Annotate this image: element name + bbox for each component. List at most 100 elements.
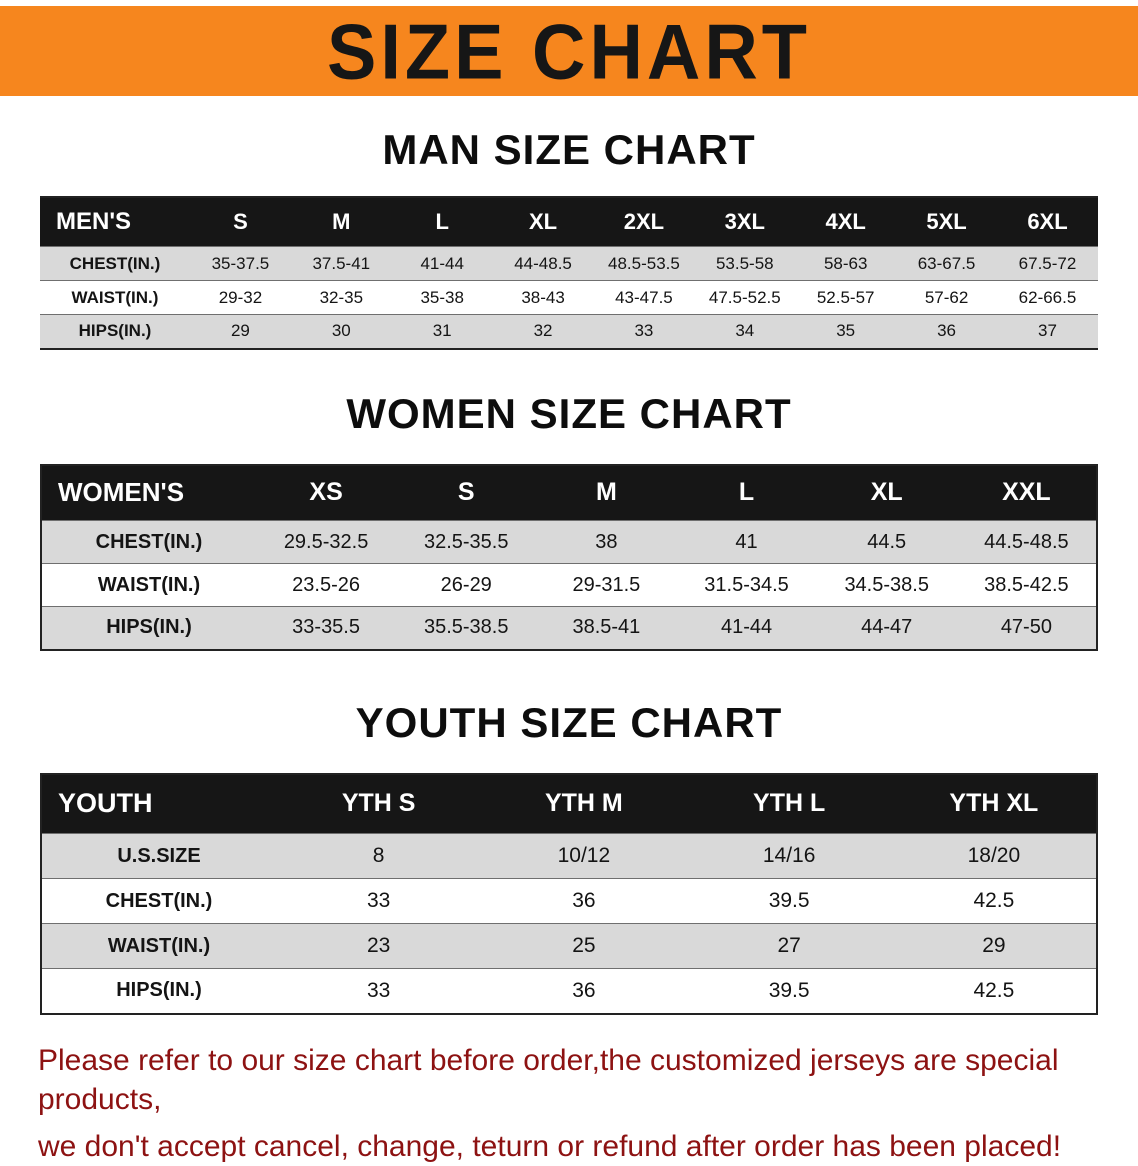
page-title: SIZE CHART (327, 7, 811, 95)
size-value-cell: 35.5-38.5 (396, 606, 537, 650)
size-column-header: 2XL (593, 197, 695, 247)
size-value-cell: 14/16 (686, 833, 892, 879)
size-value-cell: 29 (891, 923, 1097, 969)
row-label: WAIST(IN.) (41, 923, 276, 969)
disclaimer-text: Please refer to our size chart before or… (38, 1041, 1100, 1166)
size-value-cell: 41-44 (391, 246, 493, 281)
table-header-row: WOMEN'S XS S M L XL XXL (41, 464, 1097, 521)
size-value-cell: 63-67.5 (896, 246, 997, 281)
row-label: CHEST(IN.) (41, 878, 276, 924)
size-value-cell: 38.5-42.5 (956, 563, 1097, 607)
size-value-cell: 34.5-38.5 (816, 563, 957, 607)
row-label: HIPS(IN.) (41, 606, 256, 650)
size-value-cell: 33-35.5 (256, 606, 397, 650)
size-column-header: YTH M (481, 773, 687, 834)
table-row: WAIST(IN.) 29-32 32-35 35-38 38-43 43-47.5 47.… (40, 280, 1098, 315)
table-row: U.S.SIZE 8 10/12 14/16 18/20 (41, 833, 1097, 879)
table-row: HIPS(IN.) 33 36 39.5 42.5 (41, 968, 1097, 1014)
size-column-header: 6XL (997, 197, 1098, 247)
size-value-cell: 42.5 (891, 878, 1097, 924)
size-value-cell: 31.5-34.5 (676, 563, 817, 607)
size-value-cell: 23.5-26 (256, 563, 397, 607)
table-corner-label: YOUTH (41, 773, 276, 834)
table-corner-label: MEN'S (40, 197, 190, 247)
size-value-cell: 67.5-72 (997, 246, 1098, 281)
size-value-cell: 33 (593, 314, 695, 349)
size-column-header: YTH XL (891, 773, 1097, 834)
size-value-cell: 38.5-41 (536, 606, 677, 650)
row-label: HIPS(IN.) (41, 968, 276, 1014)
size-column-header: S (190, 197, 291, 247)
size-column-header: L (676, 464, 817, 521)
size-value-cell: 33 (276, 968, 482, 1014)
size-value-cell: 52.5-57 (795, 280, 897, 315)
size-value-cell: 39.5 (686, 878, 892, 924)
table-row: HIPS(IN.) 29 30 31 32 33 34 35 36 37 (40, 314, 1098, 349)
size-column-header: YTH L (686, 773, 892, 834)
size-value-cell: 38-43 (492, 280, 594, 315)
size-value-cell: 35-38 (391, 280, 493, 315)
size-value-cell: 35-37.5 (190, 246, 291, 281)
size-value-cell: 48.5-53.5 (593, 246, 695, 281)
size-column-header: M (536, 464, 677, 521)
size-value-cell: 38 (536, 520, 677, 564)
size-value-cell: 30 (290, 314, 392, 349)
size-column-header: 4XL (795, 197, 897, 247)
size-value-cell: 18/20 (891, 833, 1097, 879)
size-value-cell: 36 (896, 314, 997, 349)
size-column-header: XL (492, 197, 594, 247)
size-value-cell: 47-50 (956, 606, 1097, 650)
youth-section-heading: YOUTH SIZE CHART (355, 698, 783, 746)
size-column-header: XS (256, 464, 397, 521)
table-header-row: MEN'S S M L XL 2XL 3XL 4XL 5XL 6XL (40, 197, 1098, 247)
size-value-cell: 58-63 (795, 246, 897, 281)
size-value-cell: 44-48.5 (492, 246, 594, 281)
size-value-cell: 43-47.5 (593, 280, 695, 315)
disclaimer-line-2: we don't accept cancel, change, teturn o… (38, 1129, 1062, 1163)
size-value-cell: 29 (190, 314, 291, 349)
row-label: CHEST(IN.) (40, 246, 190, 281)
size-value-cell: 25 (481, 923, 687, 969)
size-value-cell: 8 (276, 833, 482, 879)
size-value-cell: 29-32 (190, 280, 291, 315)
table-row: WAIST(IN.) 23 25 27 29 (41, 923, 1097, 969)
size-value-cell: 57-62 (896, 280, 997, 315)
women-size-section: WOMEN SIZE CHART WOMEN'S XS S M L XL XXL CHEST(… (0, 350, 1138, 651)
size-value-cell: 37 (997, 314, 1098, 349)
size-column-header: S (396, 464, 537, 521)
size-value-cell: 29-31.5 (536, 563, 677, 607)
size-value-cell: 35 (795, 314, 897, 349)
table-row: CHEST(IN.) 33 36 39.5 42.5 (41, 878, 1097, 924)
men-size-section: MAN SIZE CHART MEN'S S M L XL 2XL 3XL 4XL 5XL 6XL… (0, 100, 1138, 350)
size-chart-banner: SIZE CHART (0, 0, 1138, 100)
table-row: CHEST(IN.) 29.5-32.5 32.5-35.5 38 41 44.5 44.5… (41, 520, 1097, 564)
men-section-heading: MAN SIZE CHART (382, 126, 756, 173)
size-value-cell: 32-35 (290, 280, 392, 315)
size-value-cell: 39.5 (686, 968, 892, 1014)
table-header-row: YOUTH YTH S YTH M YTH L YTH XL (41, 773, 1097, 834)
row-label: CHEST(IN.) (41, 520, 256, 564)
size-column-header: XXL (956, 464, 1097, 521)
women-section-heading: WOMEN SIZE CHART (346, 389, 792, 437)
size-value-cell: 42.5 (891, 968, 1097, 1014)
row-label: WAIST(IN.) (40, 280, 190, 315)
size-column-header: YTH S (276, 773, 482, 834)
row-label: WAIST(IN.) (41, 563, 256, 607)
size-value-cell: 41 (676, 520, 817, 564)
size-value-cell: 26-29 (396, 563, 537, 607)
size-column-header: 3XL (694, 197, 796, 247)
size-value-cell: 41-44 (676, 606, 817, 650)
size-column-header: XL (816, 464, 957, 521)
youth-size-table: YOUTH YTH S YTH M YTH L YTH XL U.S.SIZE 8 10/12… (40, 772, 1098, 1015)
row-label: HIPS(IN.) (40, 314, 190, 349)
size-value-cell: 44.5 (816, 520, 957, 564)
size-value-cell: 31 (391, 314, 493, 349)
size-column-header: 5XL (896, 197, 997, 247)
size-value-cell: 32.5-35.5 (396, 520, 537, 564)
size-value-cell: 62-66.5 (997, 280, 1098, 315)
size-column-header: M (290, 197, 392, 247)
size-value-cell: 47.5-52.5 (694, 280, 796, 315)
table-row: HIPS(IN.) 33-35.5 35.5-38.5 38.5-41 41-44 44-… (41, 606, 1097, 650)
table-corner-label: WOMEN'S (41, 464, 256, 521)
table-row: WAIST(IN.) 23.5-26 26-29 29-31.5 31.5-34.5 34… (41, 563, 1097, 607)
